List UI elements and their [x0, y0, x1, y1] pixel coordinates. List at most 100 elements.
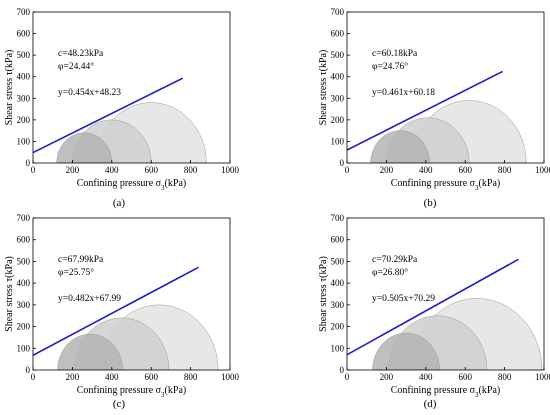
equation-annotation: y=0.482x+67.99 [58, 294, 121, 304]
x-tick-label: 800 [184, 372, 198, 382]
y-tick-label: 200 [17, 115, 31, 125]
x-axis-title-unit: (kPa) [165, 385, 187, 396]
x-tick-label: 400 [105, 372, 119, 382]
mohr-circle [56, 132, 113, 163]
y-tick-label: 100 [17, 343, 31, 353]
x-tick-label: 600 [458, 165, 472, 175]
x-tick-label: 400 [419, 165, 433, 175]
y-tick-label: 200 [17, 322, 31, 332]
x-tick-label: 600 [144, 372, 158, 382]
x-axis-title-unit: (kPa) [165, 178, 187, 189]
y-tick-label: 0 [340, 158, 345, 168]
x-axis-title-main: Confining pressure σ [391, 385, 476, 396]
x-tick-label: 800 [498, 165, 512, 175]
x-tick-label: 200 [66, 372, 80, 382]
y-tick-label: 100 [331, 343, 345, 353]
y-axis-title: Shear stress τ(kPa) [4, 256, 15, 332]
friction-annotation: φ=26.80° [372, 267, 408, 278]
panel-label: (b) [424, 197, 437, 209]
y-axis-title: Shear stress τ(kPa) [4, 50, 15, 126]
mohr-circle [372, 332, 440, 370]
x-tick-label: 0 [345, 165, 350, 175]
panel-label: (d) [424, 398, 437, 410]
x-axis-title-unit: (kPa) [479, 385, 501, 396]
x-axis-title: Confining pressure σ3(kPa) [77, 385, 186, 399]
chart-panel-2: 0 200 400 600 800 1000 0 100 200 300 400 500 600 700 C… [318, 7, 550, 209]
friction-annotation: φ=24.44° [58, 61, 94, 72]
panel-label: (c) [113, 398, 126, 410]
x-tick-label: 400 [419, 372, 433, 382]
y-tick-label: 300 [331, 93, 345, 103]
envelope-line [33, 266, 199, 356]
x-tick-label: 1000 [221, 372, 240, 382]
y-tick-label: 700 [17, 213, 31, 223]
envelope-line [33, 77, 184, 154]
y-tick-label: 0 [340, 365, 345, 375]
x-tick-label: 1000 [221, 165, 240, 175]
y-tick-label: 600 [17, 235, 31, 245]
y-tick-label: 700 [331, 213, 345, 223]
cohesion-annotation: c=48.23kPa [58, 49, 104, 59]
x-tick-label: 0 [31, 165, 36, 175]
plot-area [33, 77, 207, 163]
x-tick-label: 200 [380, 165, 394, 175]
y-tick-label: 400 [17, 72, 31, 82]
x-axis-title-main: Confining pressure σ [391, 178, 476, 189]
y-tick-label: 100 [331, 136, 345, 146]
y-tick-label: 500 [17, 50, 31, 60]
y-tick-label: 500 [331, 50, 345, 60]
panel-label: (a) [113, 197, 126, 209]
plot-area [33, 266, 219, 370]
x-tick-label: 1000 [535, 165, 550, 175]
plot-frame [346, 217, 545, 371]
x-tick-label: 200 [380, 372, 394, 382]
cohesion-annotation: c=67.99kPa [58, 255, 104, 265]
x-axis-title-main: Confining pressure σ [77, 178, 162, 189]
cohesion-annotation: c=60.18kPa [372, 49, 418, 59]
x-axis-title-unit: (kPa) [479, 178, 501, 189]
y-tick-label: 400 [17, 278, 31, 288]
x-axis-title-subscript: 3 [161, 391, 165, 399]
y-tick-label: 400 [331, 278, 345, 288]
y-tick-label: 700 [331, 7, 345, 17]
x-tick-label: 800 [184, 165, 198, 175]
y-tick-label: 400 [331, 72, 345, 82]
x-tick-label: 600 [144, 165, 158, 175]
y-tick-label: 300 [331, 300, 345, 310]
y-tick-label: 300 [17, 300, 31, 310]
x-axis-title-subscript: 3 [475, 184, 479, 192]
equation-annotation: y=0.454x+48.23 [58, 88, 121, 98]
plot-frame [346, 11, 545, 164]
x-axis-title: Confining pressure σ3(kPa) [77, 178, 186, 192]
y-tick-label: 600 [331, 29, 345, 39]
chart-panel-4: 0 200 400 600 800 1000 0 100 200 300 400 500 600 700 C… [318, 213, 550, 410]
x-tick-label: 400 [105, 165, 119, 175]
plot-frame [32, 11, 231, 164]
y-tick-label: 600 [17, 29, 31, 39]
y-tick-label: 0 [26, 158, 31, 168]
x-axis-title: Confining pressure σ3(kPa) [391, 178, 500, 192]
y-tick-label: 600 [331, 235, 345, 245]
equation-annotation: y=0.461x+60.18 [372, 88, 435, 98]
chart-panel-1: 0 200 400 600 800 1000 0 100 200 300 400 500 600 700 C… [4, 7, 240, 209]
x-axis-title: Confining pressure σ3(kPa) [391, 385, 500, 399]
envelope-line [347, 258, 519, 356]
equation-annotation: y=0.505x+70.29 [372, 294, 435, 304]
y-axis-title: Shear stress τ(kPa) [318, 50, 329, 126]
y-tick-label: 0 [26, 365, 31, 375]
chart-panel-3: 0 200 400 600 800 1000 0 100 200 300 400 500 600 700 C… [4, 213, 240, 410]
y-tick-label: 200 [331, 115, 345, 125]
y-tick-label: 100 [17, 136, 31, 146]
x-tick-label: 0 [31, 372, 36, 382]
y-tick-label: 200 [331, 322, 345, 332]
friction-annotation: φ=24.76° [372, 61, 408, 72]
x-tick-label: 0 [345, 372, 350, 382]
y-tick-label: 500 [331, 256, 345, 266]
plot-area [347, 70, 527, 163]
y-tick-label: 700 [17, 7, 31, 17]
x-tick-label: 1000 [535, 372, 550, 382]
plot-frame [32, 217, 231, 371]
x-tick-label: 600 [458, 372, 472, 382]
y-tick-label: 300 [17, 93, 31, 103]
